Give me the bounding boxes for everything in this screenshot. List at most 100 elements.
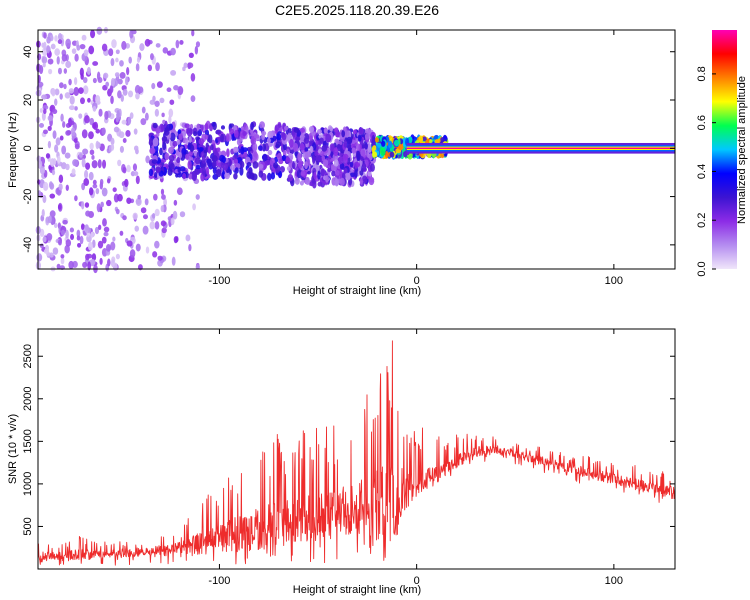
spectrogram-cell: [151, 159, 158, 164]
spectrogram-cell: [115, 208, 120, 215]
spectrogram-cell: [204, 134, 209, 140]
spectrogram-cell: [154, 108, 159, 117]
spectrogram-cell: [173, 199, 178, 206]
spectrogram-cell: [60, 37, 65, 47]
spectrogram-cell: [304, 161, 308, 170]
snr-series-line: [37, 340, 676, 566]
spectrogram-cell: [49, 158, 55, 167]
spectrogram-cell: [303, 137, 310, 144]
spectrogram-cell: [187, 144, 191, 150]
spectrogram-cell: [124, 178, 129, 188]
spectrogram-cell: [179, 166, 186, 172]
spectrogram-cell: [156, 81, 163, 88]
spectrogram-cell: [354, 169, 358, 178]
spectrogram-cell: [339, 162, 345, 170]
spectrogram-cell: [115, 57, 119, 63]
spectrogram-cell: [71, 48, 77, 54]
spectrogram-cell: [60, 113, 64, 122]
spectrogram-cell: [74, 53, 79, 62]
spectrogram-cell: [142, 225, 149, 235]
spectrogram-cell: [87, 97, 91, 103]
spectrogram-cell: [207, 158, 212, 168]
spectrogram-cell: [205, 166, 210, 176]
spectrogram-cell: [64, 244, 70, 254]
spectrogram-cell: [369, 163, 375, 172]
spectrogram-cell: [57, 33, 63, 41]
spectrogram-y-axis: -40 -20 0 20 40: [22, 46, 675, 253]
spectrogram-cell: [389, 151, 395, 158]
spectrogram-x-tick-label: -100: [208, 275, 230, 287]
spectrogram-cell: [187, 62, 194, 69]
spectrogram-cell: [220, 125, 226, 130]
spectrogram-cell: [195, 164, 201, 170]
spectrogram-cell: [234, 167, 239, 174]
spectrogram-cell: [170, 70, 177, 76]
spectrogram-cell: [317, 128, 322, 135]
spectrogram-cell: [167, 167, 173, 176]
spectrogram-cell: [85, 210, 91, 217]
spectrogram-x-axis: -100 0 100: [208, 30, 623, 287]
spectrogram-cell: [339, 177, 345, 186]
spectrogram-cell: [92, 179, 97, 185]
spectrogram-cell: [161, 112, 165, 118]
spectrogram-cell: [153, 193, 158, 201]
spectrogram-cell: [195, 264, 200, 270]
spectrogram-cell: [293, 127, 300, 133]
spectrogram-cell: [250, 135, 257, 145]
spectrogram-cell: [127, 116, 132, 125]
spectrogram-cell: [83, 178, 90, 187]
spectrogram-cell: [144, 112, 149, 121]
colorbar: 0.0 0.2 0.4 0.6 0.8 Normalized spectral ampl…: [696, 30, 748, 277]
spectrogram-cell: [68, 105, 75, 111]
spectrogram-cell: [108, 48, 114, 57]
spectrogram-cell: [344, 172, 351, 181]
spectrogram-x-tick-label: 100: [605, 275, 623, 287]
spectrogram-cell: [140, 207, 147, 214]
spectrogram-cell: [368, 177, 375, 186]
spectrogram-cell: [246, 146, 253, 152]
spectrogram-cell: [258, 145, 263, 151]
spectrogram-cell: [334, 170, 340, 176]
spectrogram-cell: [52, 247, 59, 255]
spectrogram-cell: [79, 235, 84, 245]
spectrogram-cell: [364, 133, 369, 140]
spectrogram-cell: [85, 253, 90, 261]
snr-xlabel: Height of straight line (km): [293, 584, 421, 596]
spectrogram-cell: [81, 158, 86, 168]
spectrogram-cell: [121, 40, 127, 50]
spectrogram-cell: [152, 137, 159, 147]
spectrogram-cell: [117, 159, 122, 167]
spectrogram-cell: [63, 83, 67, 90]
spectrogram-cell: [129, 249, 136, 258]
spectrogram-cell: [364, 128, 371, 134]
spectrogram-cell: [63, 68, 68, 74]
spectrogram-cell: [196, 123, 200, 131]
spectrogram-cell: [53, 222, 58, 229]
spectrogram-cell: [308, 126, 315, 133]
spectrogram-cell: [320, 168, 325, 177]
spectrogram-cell: [144, 38, 151, 47]
spectrogram-cell: [309, 135, 313, 141]
spectrogram-cell: [60, 162, 67, 170]
spectrogram-cell: [135, 63, 140, 72]
spectrogram-cell: [292, 162, 296, 169]
colorbar-label: Normalized spectral amplitude: [736, 76, 748, 224]
spectrogram-cell: [286, 166, 291, 171]
spectrogram-cell: [110, 77, 115, 87]
spectrogram-cell: [181, 147, 187, 156]
spectrogram-cell: [168, 154, 175, 162]
spectrogram-cell: [122, 88, 128, 96]
spectrogram-cell: [162, 47, 169, 54]
spectrogram-cell: [164, 152, 170, 161]
spectrogram-cell: [182, 131, 187, 137]
snr-y-tick-label: 2500: [22, 344, 34, 368]
spectrogram-cell: [42, 104, 49, 110]
spectrogram-cell: [182, 173, 187, 180]
spectrogram-cell: [99, 257, 103, 265]
spectrogram-cell: [343, 140, 348, 148]
spectrogram-cell: [61, 145, 67, 155]
spectrogram-cell: [334, 127, 339, 133]
spectrogram-cell: [87, 241, 93, 251]
spectrogram-cell: [115, 115, 120, 123]
spectrogram-cell: [166, 87, 172, 93]
